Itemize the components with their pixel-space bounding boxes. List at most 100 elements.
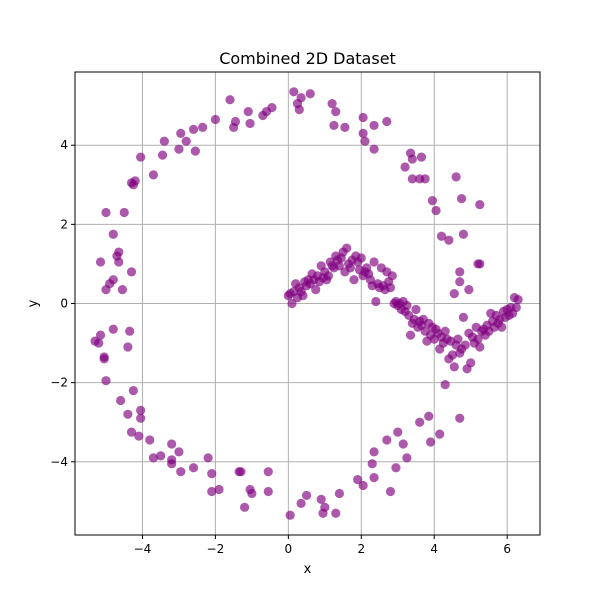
- data-point: [455, 413, 465, 423]
- data-point: [391, 463, 401, 473]
- data-point: [444, 235, 454, 245]
- y-tick-label: −4: [50, 455, 68, 469]
- data-point: [320, 502, 330, 512]
- data-point: [125, 326, 135, 336]
- x-tick-label: −2: [207, 542, 225, 556]
- data-point: [497, 322, 507, 332]
- data-point: [464, 285, 474, 295]
- y-tick-label: 2: [60, 217, 68, 231]
- data-point: [369, 473, 379, 483]
- data-point: [402, 453, 412, 463]
- x-tick-label: 4: [430, 542, 438, 556]
- data-point: [367, 459, 377, 469]
- data-point: [289, 87, 299, 97]
- data-point: [427, 196, 438, 206]
- data-point: [349, 275, 359, 285]
- data-point: [198, 122, 208, 132]
- data-point: [128, 385, 138, 396]
- data-point: [456, 194, 467, 204]
- data-point: [119, 207, 129, 218]
- data-point: [136, 152, 146, 162]
- data-point: [136, 413, 146, 423]
- data-point: [369, 447, 379, 457]
- data-point: [305, 89, 315, 99]
- data-point: [148, 170, 159, 180]
- data-point: [203, 453, 213, 463]
- data-point: [95, 257, 106, 267]
- data-point: [455, 277, 465, 287]
- data-point: [385, 486, 396, 497]
- data-point: [108, 324, 118, 334]
- data-point: [323, 271, 334, 281]
- data-point: [449, 289, 459, 299]
- x-tick-label: −4: [134, 542, 152, 556]
- data-point: [435, 429, 445, 439]
- data-point: [405, 330, 416, 340]
- data-point: [174, 447, 184, 457]
- data-point: [287, 298, 297, 309]
- data-point: [447, 350, 458, 360]
- axis-ticks: −4 −2 0 2 4 6 −4 −2 0 2 4: [50, 138, 511, 556]
- data-point: [382, 116, 392, 127]
- data-point: [210, 114, 221, 125]
- data-point: [99, 354, 109, 364]
- data-point: [424, 411, 434, 421]
- data-point: [415, 417, 425, 427]
- data-point: [247, 488, 257, 499]
- x-tick-label: 0: [285, 542, 293, 556]
- data-point: [473, 334, 483, 344]
- data-point: [108, 229, 118, 239]
- data-point: [123, 342, 133, 352]
- y-tick-label: 4: [60, 138, 68, 152]
- data-point: [316, 494, 326, 504]
- data-point: [431, 205, 441, 216]
- data-point: [449, 362, 459, 372]
- data-point: [385, 283, 396, 293]
- data-point: [369, 257, 379, 267]
- data-point: [263, 467, 273, 477]
- data-point: [402, 300, 412, 311]
- data-point: [513, 294, 523, 305]
- data-point: [358, 128, 368, 138]
- data-point: [101, 376, 111, 386]
- data-point: [334, 261, 345, 271]
- data-point: [382, 435, 392, 445]
- x-tick-label: 6: [503, 542, 511, 556]
- data-point: [458, 229, 469, 239]
- data-point: [407, 154, 417, 164]
- data-point: [387, 271, 397, 281]
- data-point: [458, 312, 469, 322]
- data-point: [358, 112, 368, 123]
- data-point: [475, 199, 485, 210]
- data-point: [440, 326, 450, 336]
- data-point: [236, 467, 246, 477]
- data-point: [229, 122, 239, 132]
- data-point: [411, 304, 421, 315]
- data-point: [176, 128, 186, 138]
- data-point: [114, 257, 124, 267]
- data-point: [393, 427, 403, 437]
- data-point: [285, 510, 295, 520]
- data-point: [243, 106, 253, 117]
- data-point: [327, 99, 337, 109]
- data-point: [369, 120, 379, 131]
- data-point: [420, 174, 430, 184]
- data-point: [451, 172, 461, 182]
- data-point: [436, 231, 447, 241]
- data-point: [331, 106, 341, 117]
- data-point: [207, 486, 217, 497]
- data-point: [294, 104, 304, 115]
- data-point: [263, 486, 273, 497]
- data-point: [301, 490, 312, 501]
- data-point: [475, 342, 485, 352]
- data-point: [126, 267, 137, 277]
- data-point: [398, 439, 408, 449]
- data-point: [416, 152, 427, 162]
- y-tick-label: −2: [50, 376, 68, 390]
- data-point: [115, 395, 126, 406]
- data-point: [148, 453, 159, 463]
- data-point: [126, 178, 137, 188]
- data-point: [407, 174, 417, 184]
